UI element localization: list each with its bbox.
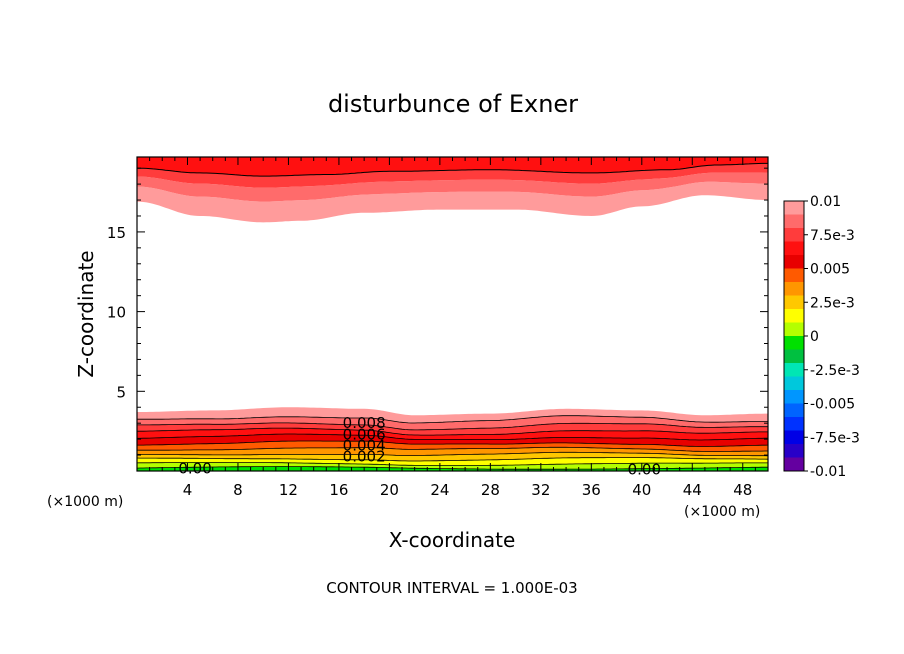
y-tick-labels: 5 10 15: [107, 224, 126, 401]
bottom-band-5: [137, 441, 768, 452]
contour-label: 0.006: [343, 425, 386, 443]
bottom-band-4: [137, 447, 768, 456]
top-band-1: [137, 172, 768, 202]
colorbar-label: -2.5e-3: [810, 363, 860, 379]
colorbar-segment: [784, 403, 804, 418]
contour-label: 0.004: [343, 436, 386, 454]
bottom-contour-1: [137, 462, 768, 466]
x-tick-labels: 4 8 12 16 20 24 28 32 36 40 44 48: [183, 481, 753, 499]
colorbar-label: -0.01: [810, 464, 846, 480]
x-tick-label: 36: [582, 481, 601, 499]
bottom-contour-3: [137, 451, 768, 457]
x-unit-right: (×1000 m): [684, 504, 760, 520]
colorbar-segment: [784, 363, 804, 377]
axis-ticks: [137, 157, 768, 471]
colorbar-segment: [784, 430, 804, 445]
colorbar-label: -7.5e-3: [810, 430, 860, 446]
colorbar-segment: [784, 417, 804, 431]
colorbar-segment: [784, 349, 804, 364]
x-tick-label: 40: [632, 481, 651, 499]
bottom-contour-8: [137, 422, 768, 431]
colorbar-label: 0.01: [810, 194, 841, 210]
plot-area: [137, 157, 768, 471]
y-tick-label: 5: [116, 383, 126, 401]
contour-label: 0.00: [628, 460, 661, 478]
bottom-contour-4: [137, 446, 768, 452]
colorbar-segment: [784, 255, 804, 269]
bottom-contour-6: [137, 433, 768, 441]
bottom-contour-2: [137, 457, 768, 462]
y-tick-label: 10: [107, 304, 126, 322]
top-band-0: [137, 181, 768, 223]
bottom-band-6: [137, 434, 768, 447]
y-axis-label: Z-coordinate: [74, 250, 98, 377]
colorbar-label: 7.5e-3: [810, 228, 855, 244]
colorbar-segment: [784, 322, 804, 337]
bottom-contour-9: [137, 415, 768, 424]
x-tick-label: 32: [531, 481, 550, 499]
colorbar-label: 0: [810, 329, 819, 345]
bottom-band-9: [137, 415, 768, 430]
colorbar-segment: [784, 444, 804, 458]
colorbar: [783, 200, 808, 472]
colorbar-segment: [784, 336, 804, 350]
colorbar-segment: [784, 201, 804, 215]
x-tick-label: 20: [380, 481, 399, 499]
top-band-2: [137, 163, 768, 188]
x-tick-label: 28: [481, 481, 500, 499]
colorbar-segment: [784, 390, 804, 404]
colorbar-segment: [784, 268, 804, 283]
colorbar-labels: 0.01 7.5e-3 0.005 2.5e-3 0 -2.5e-3 -0.005 -7.5e…: [810, 194, 860, 480]
y-tick-label: 15: [107, 224, 126, 242]
chart-title: disturbunce of Exner: [328, 90, 578, 118]
bottom-contour-7: [137, 427, 768, 436]
colorbar-segment: [784, 282, 804, 296]
colorbar-label: 0.005: [810, 262, 850, 278]
x-tick-label: 8: [233, 481, 243, 499]
x-tick-label: 4: [183, 481, 193, 499]
top-contour-line: [137, 162, 768, 177]
contour-label: 0.008: [343, 414, 386, 432]
top-band-3: [137, 157, 768, 177]
bottom-band-8: [137, 422, 768, 436]
colorbar-segment: [784, 309, 804, 323]
contour-label: 0.00: [178, 460, 211, 478]
colorbar-segment: [784, 241, 804, 256]
colorbar-segment: [784, 295, 804, 310]
bottom-contour-5: [137, 440, 768, 447]
bottom-band-10: [137, 407, 768, 423]
x-tick-label: 16: [329, 481, 348, 499]
colorbar-segment: [784, 376, 804, 391]
colorbar-label: 2.5e-3: [810, 295, 855, 311]
contour-label: 0.002: [343, 448, 386, 466]
colorbar-segment: [784, 457, 804, 472]
contour-interval-note: CONTOUR INTERVAL = 1.000E-03: [326, 579, 577, 597]
x-tick-label: 48: [733, 481, 752, 499]
x-axis-label: X-coordinate: [389, 528, 516, 552]
colorbar-segment: [784, 228, 804, 242]
x-unit-left: (×1000 m): [47, 494, 123, 510]
x-tick-label: 24: [430, 481, 449, 499]
x-tick-label: 12: [279, 481, 298, 499]
x-tick-label: 44: [683, 481, 702, 499]
colorbar-label: -0.005: [810, 397, 855, 413]
colorbar-segment: [784, 214, 804, 229]
